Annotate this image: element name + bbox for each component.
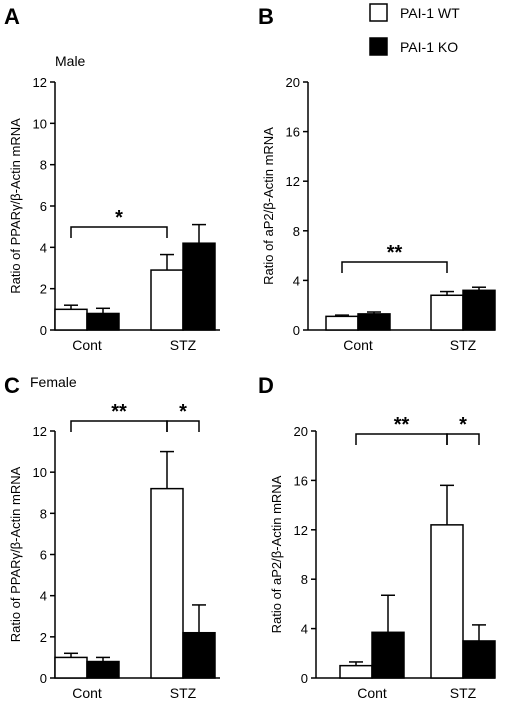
y-tick-label: 0 bbox=[293, 323, 300, 338]
bar-ko-stz bbox=[462, 289, 496, 331]
significance-label: ** bbox=[111, 401, 127, 423]
y-tick-label: 0 bbox=[40, 323, 47, 338]
chart-panel-b: B 0 4 8 12 16 20 Ratio of aP2/β-Actin mRNA Cont S… bbox=[258, 4, 496, 353]
bar-wt-stz bbox=[150, 487, 184, 679]
y-tick-label: 20 bbox=[294, 424, 308, 439]
x-category-label: STZ bbox=[170, 685, 197, 701]
y-tick-label: 12 bbox=[294, 523, 308, 538]
y-tick-label: 8 bbox=[40, 506, 47, 521]
bar-ko-cont bbox=[86, 312, 120, 331]
bar-wt-cont bbox=[54, 308, 88, 331]
y-tick-label: 12 bbox=[286, 174, 300, 189]
significance-bracket bbox=[166, 420, 200, 432]
bar-wt-stz bbox=[430, 294, 464, 331]
bar-ko-cont bbox=[371, 631, 405, 679]
x-category-label: Cont bbox=[343, 337, 373, 353]
y-tick-label: 6 bbox=[40, 548, 47, 563]
bar-ko-stz bbox=[182, 631, 216, 679]
y-tick-label: 12 bbox=[33, 75, 47, 90]
y-tick-label: 8 bbox=[293, 224, 300, 239]
y-tick-label: 16 bbox=[286, 125, 300, 140]
legend-label-ko: PAI-1 KO bbox=[400, 39, 458, 55]
significance-bracket bbox=[446, 433, 480, 445]
bar-wt-stz bbox=[150, 269, 184, 331]
y-axis-label: Ratio of aP2/β-Actin mRNA bbox=[261, 127, 276, 285]
y-tick-label: 4 bbox=[40, 589, 47, 604]
x-category-label: Cont bbox=[72, 685, 102, 701]
x-category-label: STZ bbox=[170, 337, 197, 353]
bar-wt-cont bbox=[54, 656, 88, 679]
panel-note: Male bbox=[55, 53, 86, 69]
y-tick-label: 8 bbox=[301, 572, 308, 587]
bar-ko-cont bbox=[357, 313, 391, 331]
y-tick-label: 0 bbox=[301, 671, 308, 686]
legend: PAI-1 WT PAI-1 KO bbox=[369, 3, 460, 56]
bar-ko-stz bbox=[462, 640, 496, 679]
y-tick-label: 10 bbox=[33, 116, 47, 131]
y-tick-label: 6 bbox=[40, 199, 47, 214]
significance-label: * bbox=[459, 414, 467, 436]
chart-panel-d: D 0 4 8 12 16 20 Ratio of aP2/β-Actin mRNA Cont S… bbox=[258, 373, 496, 701]
y-tick-label: 12 bbox=[33, 424, 47, 439]
significance-label: ** bbox=[387, 242, 403, 264]
x-category-label: Cont bbox=[72, 337, 102, 353]
y-tick-label: 10 bbox=[33, 465, 47, 480]
y-tick-label: 0 bbox=[40, 671, 47, 686]
y-axis-label: Ratio of aP2/β-Actin mRNA bbox=[269, 475, 284, 633]
chart-panel-c: C Female 0 2 4 6 8 10 12 Ratio of PPARγ/β-Actin m… bbox=[4, 373, 220, 701]
y-tick-label: 4 bbox=[293, 273, 300, 288]
panel-letter: C bbox=[4, 373, 20, 398]
legend-label-wt: PAI-1 WT bbox=[400, 5, 460, 21]
y-axis-label: Ratio of PPARγ/β-Actin mRNA bbox=[8, 118, 23, 294]
significance-bracket bbox=[341, 261, 448, 273]
y-tick-label: 20 bbox=[286, 75, 300, 90]
y-tick-label: 2 bbox=[40, 282, 47, 297]
y-axis-label: Ratio of PPARγ/β-Actin mRNA bbox=[8, 466, 23, 642]
bar-wt-stz bbox=[430, 524, 464, 679]
significance-label: * bbox=[115, 207, 123, 229]
y-tick-label: 16 bbox=[294, 473, 308, 488]
bar-ko-stz bbox=[182, 242, 216, 331]
y-tick-label: 4 bbox=[40, 240, 47, 255]
bar-wt-cont bbox=[325, 315, 359, 331]
significance-label: * bbox=[179, 401, 187, 423]
x-category-label: STZ bbox=[450, 685, 477, 701]
x-category-label: STZ bbox=[450, 337, 477, 353]
bar-ko-cont bbox=[86, 660, 120, 679]
significance-label: ** bbox=[394, 414, 410, 436]
y-tick-label: 2 bbox=[40, 630, 47, 645]
panel-letter: B bbox=[258, 4, 274, 29]
legend-swatch-wt bbox=[369, 3, 388, 22]
panel-letter: D bbox=[258, 373, 274, 398]
y-tick-label: 4 bbox=[301, 622, 308, 637]
chart-panel-a: A Male 0 2 4 6 8 10 12 Ratio of PPARγ/β-Actin mRN… bbox=[4, 4, 220, 353]
x-category-label: Cont bbox=[357, 685, 387, 701]
panel-note: Female bbox=[30, 374, 77, 390]
panel-letter: A bbox=[4, 4, 20, 29]
significance-bracket bbox=[70, 226, 168, 238]
legend-swatch-ko bbox=[369, 37, 388, 56]
bar-wt-cont bbox=[339, 664, 373, 679]
y-tick-label: 8 bbox=[40, 158, 47, 173]
